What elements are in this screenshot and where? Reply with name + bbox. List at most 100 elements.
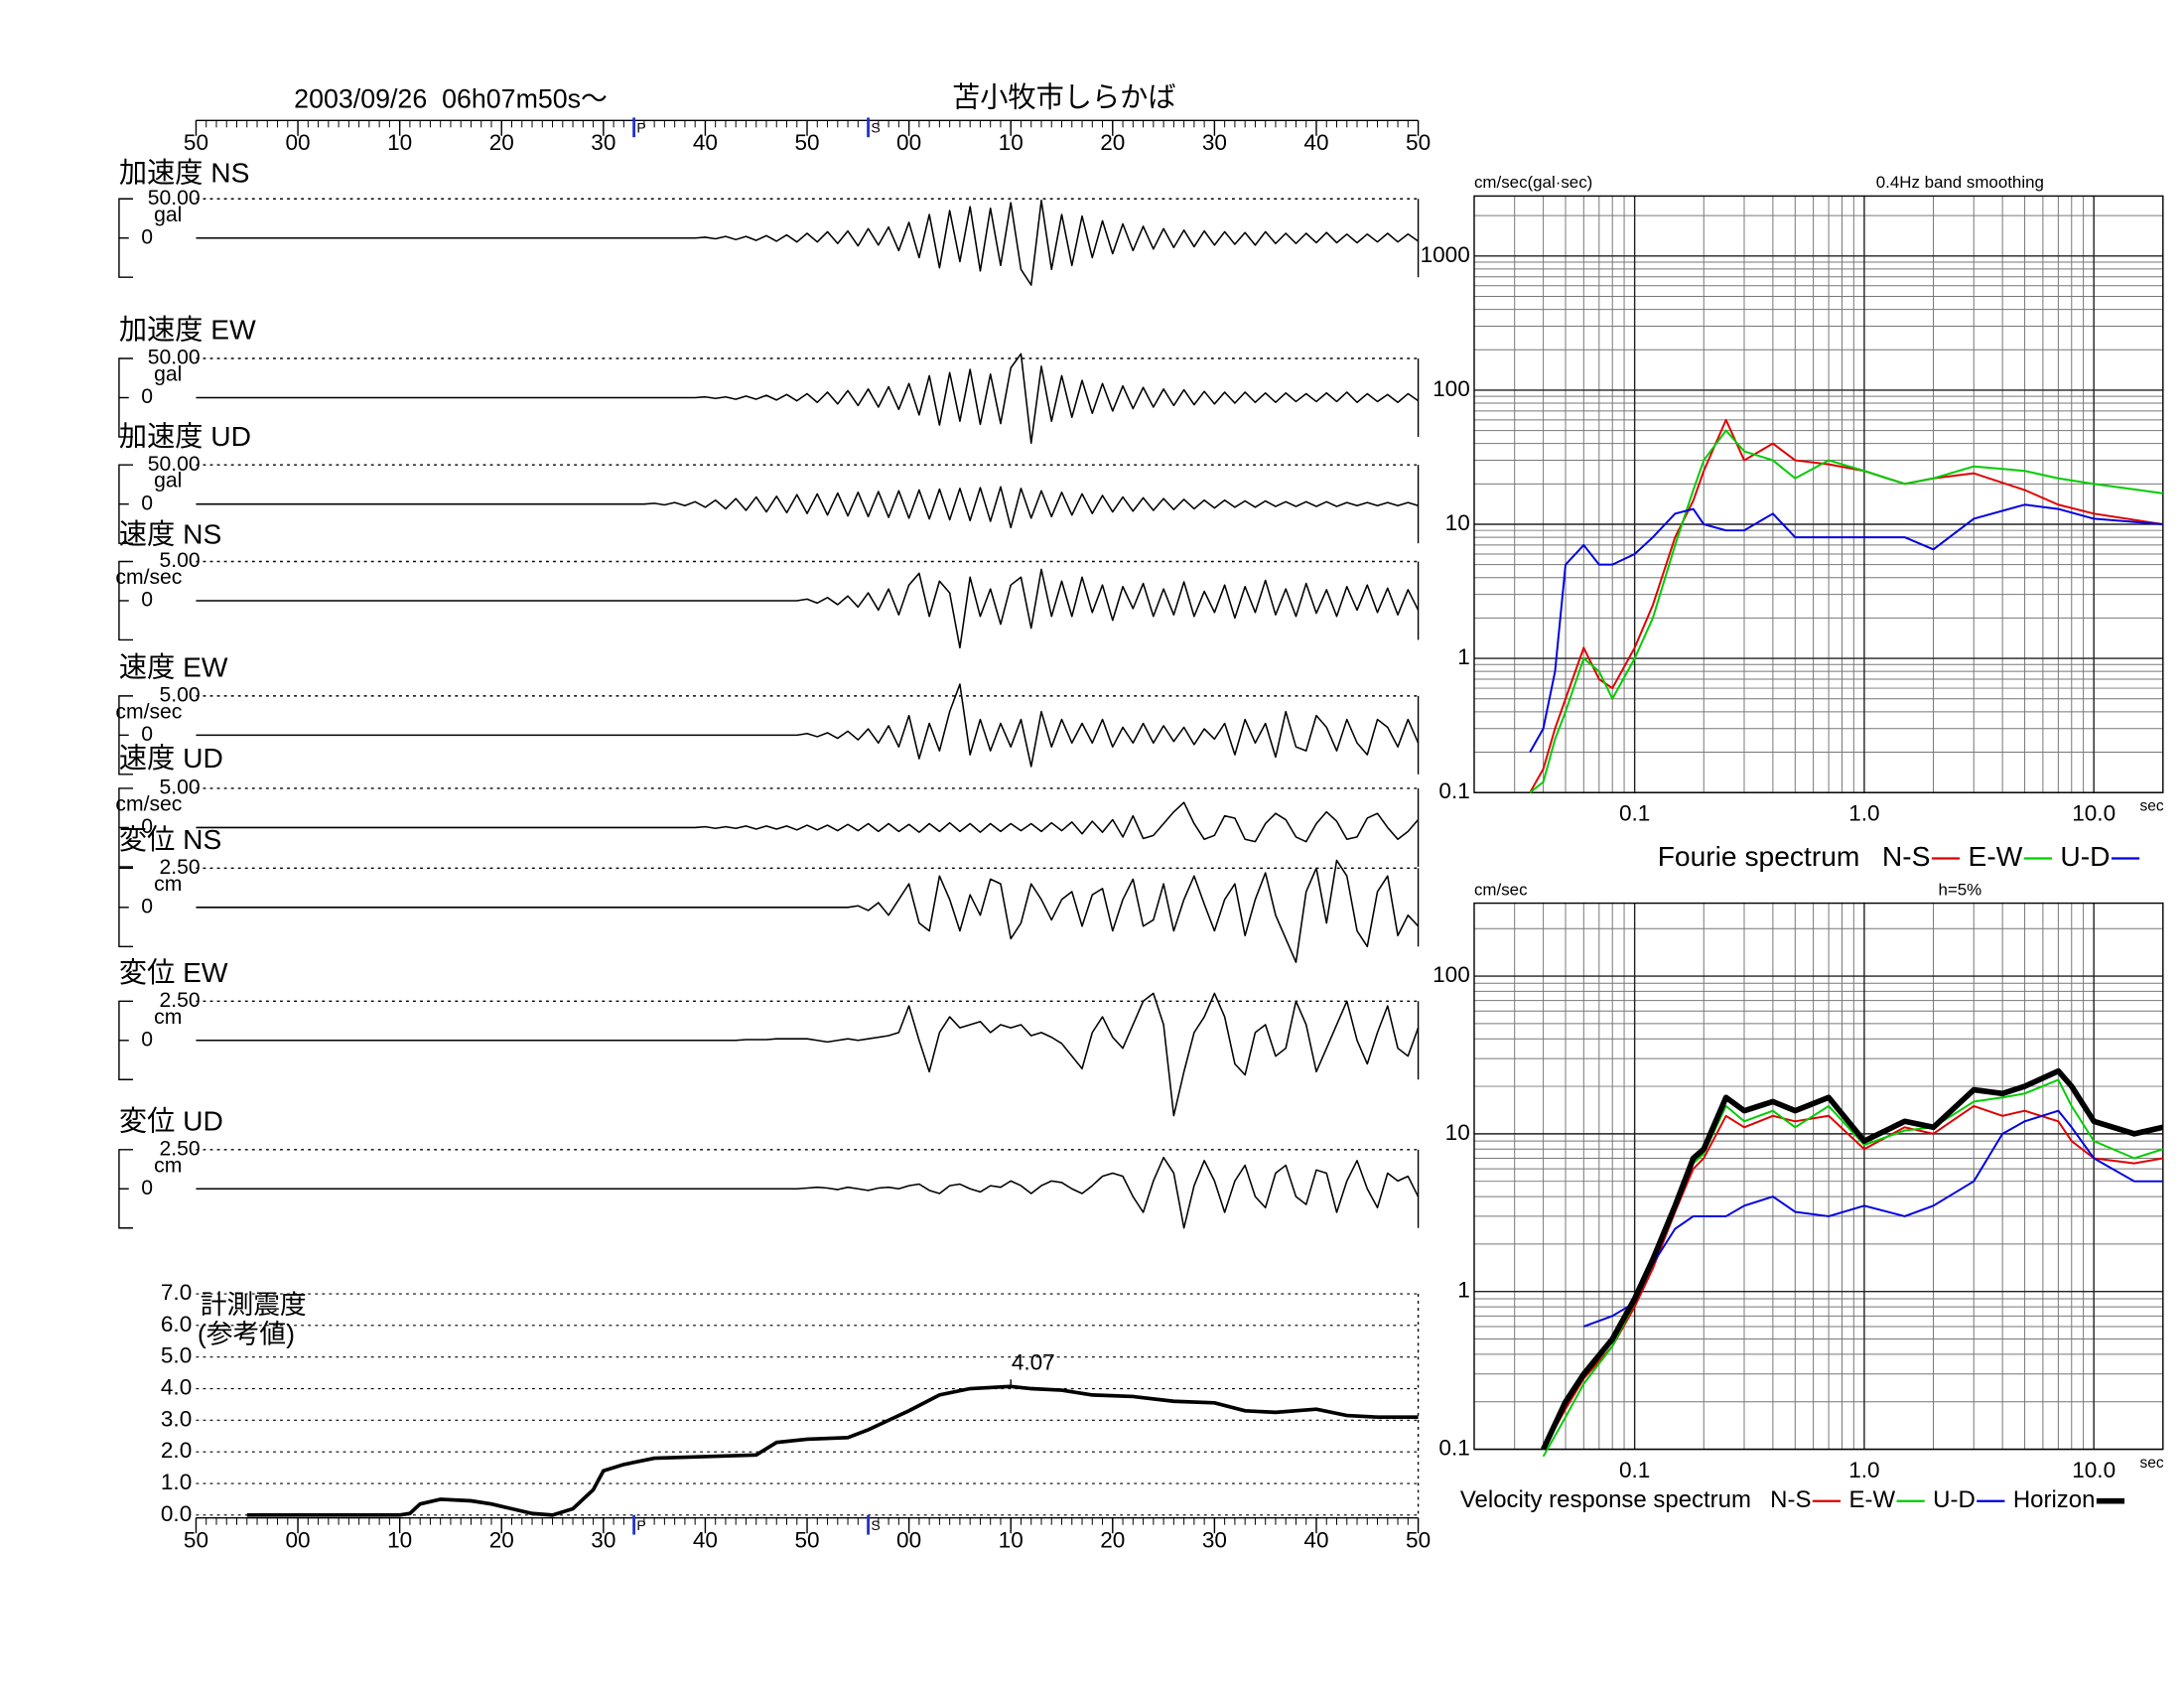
x-tick-label: 40 <box>1303 130 1328 155</box>
x-tick-label: 50 <box>794 1528 819 1553</box>
x-tick-label: 1.0 <box>1848 801 1879 826</box>
y-tick-label: 0.0 <box>161 1501 192 1526</box>
unit-label: gal <box>154 470 182 492</box>
y-tick-label: 0 <box>141 723 153 746</box>
x-tick-label: 30 <box>591 130 615 155</box>
chart-subtitle: 苫小牧市しらかば <box>952 81 1176 113</box>
y-tick-label: 10 <box>1445 510 1470 535</box>
x-tick-label: 00 <box>896 1528 921 1553</box>
y-tick-label: 10 <box>1445 1120 1470 1145</box>
x-tick-label: 10 <box>387 130 412 155</box>
x-tick-label: 00 <box>896 130 921 155</box>
unit-label: gal <box>154 363 182 386</box>
phase-marker-label: P <box>636 1517 645 1533</box>
y-tick-label: 5.00 <box>160 683 201 706</box>
waveform-line <box>196 859 1420 963</box>
waveform-line <box>196 486 1419 529</box>
trace-label: 変位 EW <box>119 956 228 988</box>
x-tick-label: 10 <box>999 1528 1024 1553</box>
y-tick-label: 0 <box>141 815 153 838</box>
y-tick-label: 7.0 <box>161 1280 192 1305</box>
x-tick-label: 00 <box>286 1528 311 1553</box>
x-tick-label: 20 <box>1100 1528 1125 1553</box>
trace-label: 変位 UD <box>119 1104 223 1136</box>
chart-subtitle: (参考値) <box>198 1319 295 1348</box>
trace-label: 加速度 UD <box>119 420 251 452</box>
y-tick-label: 100 <box>1433 962 1470 987</box>
y-tick-label: 6.0 <box>161 1312 192 1336</box>
x-tick-label: 10.0 <box>2072 1458 2116 1482</box>
unit-label: gal <box>154 204 182 226</box>
x-tick-label: 0.1 <box>1619 1458 1650 1482</box>
unit-label: cm <box>154 1154 182 1177</box>
waveform-line <box>196 352 1420 445</box>
y-tick-label: 0 <box>141 492 153 514</box>
chart-title: 0.4Hz band smoothing <box>1876 173 2044 192</box>
plot-frame <box>1473 902 2164 1451</box>
y-axis-label: cm/sec <box>1474 880 1528 899</box>
x-tick-label: 50 <box>1406 1528 1431 1553</box>
y-tick-label: 50.00 <box>148 453 201 476</box>
unit-label: cm/sec <box>115 792 182 815</box>
unit-label: cm/sec <box>115 700 182 723</box>
y-tick-label: 5.0 <box>161 1343 192 1368</box>
legend-label: N-S <box>1882 840 1931 872</box>
y-tick-label: 2.50 <box>160 856 201 879</box>
y-tick-label: 2.50 <box>160 989 201 1012</box>
plot-frame <box>1473 195 2164 793</box>
legend-label: E-W <box>1849 1486 1896 1513</box>
unit-label: cm <box>154 873 182 896</box>
phase-marker-label: S <box>871 1517 880 1533</box>
y-tick-label: 0 <box>141 1028 153 1051</box>
x-tick-label: 1.0 <box>1848 1458 1879 1482</box>
spectrum-line <box>1529 429 2163 793</box>
y-tick-label: 0 <box>141 895 153 917</box>
legend-title: Velocity response spectrum <box>1460 1486 1751 1513</box>
trace-label: 変位 NS <box>119 823 221 855</box>
unit-label: cm/sec <box>115 566 182 589</box>
legend-label: U-D <box>2060 840 2110 872</box>
waveform-line <box>196 801 1420 843</box>
legend-label: Horizon <box>2013 1486 2096 1513</box>
y-tick-label: 1 <box>1457 1278 1470 1303</box>
x-tick-label: 20 <box>489 1528 514 1553</box>
waveform-line <box>196 992 1420 1117</box>
spectrum-line <box>1529 418 2163 793</box>
x-tick-label: 40 <box>693 130 718 155</box>
spectrum-line <box>1529 503 2163 753</box>
y-tick-label: 5.00 <box>160 549 201 572</box>
x-tick-label: 40 <box>1303 1528 1328 1553</box>
chart-title: 計測震度 <box>201 1290 307 1320</box>
y-tick-label: 1000 <box>1421 242 1470 267</box>
legend-label: E-W <box>1969 840 2023 872</box>
x-tick-label: 00 <box>286 130 311 155</box>
phase-marker-label: S <box>871 119 880 135</box>
y-tick-label: 0 <box>141 589 153 612</box>
y-tick-label: 0 <box>141 385 153 408</box>
y-tick-label: 2.50 <box>160 1137 201 1160</box>
waveform-line <box>196 568 1420 649</box>
waveform-line <box>196 683 1420 768</box>
phase-marker-label: P <box>636 119 645 135</box>
chart-title: h=5% <box>1938 880 1981 899</box>
waveform-line <box>196 200 1420 286</box>
legend-title: Fourie spectrum <box>1658 840 1860 872</box>
y-tick-label: 0.1 <box>1438 778 1469 803</box>
y-tick-label: 1.0 <box>161 1470 192 1494</box>
trace-label: 速度 EW <box>119 651 228 683</box>
chart-title: 2003/09/26 06h07m50s〜 <box>294 84 608 114</box>
x-tick-label: 10 <box>387 1528 412 1553</box>
x-tick-label: 20 <box>489 130 514 155</box>
y-tick-label: 1 <box>1457 644 1470 669</box>
spectrum-line <box>1542 1078 2164 1458</box>
x-tick-label: 30 <box>1202 130 1227 155</box>
unit-label: cm <box>154 1006 182 1029</box>
trace-label: 加速度 NS <box>119 157 250 189</box>
y-tick-label: 0.1 <box>1438 1436 1469 1461</box>
y-tick-label: 0 <box>141 1177 153 1199</box>
x-tick-label: 50 <box>184 1528 208 1553</box>
x-tick-label: 30 <box>591 1528 615 1553</box>
trace-label: 加速度 EW <box>119 314 256 346</box>
